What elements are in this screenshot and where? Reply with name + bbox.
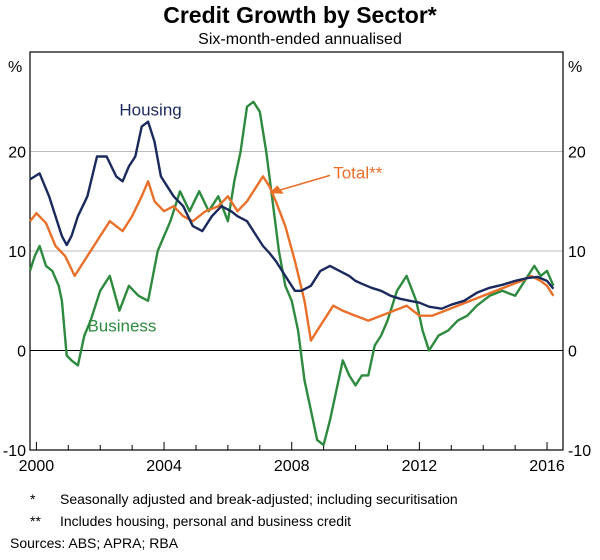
series-layer xyxy=(28,100,555,447)
y-unit-label-left: % xyxy=(8,59,22,76)
y-tick-label-left: 20 xyxy=(8,145,26,162)
footnote-mark: ** xyxy=(30,513,41,529)
total-series-line xyxy=(29,175,555,342)
x-tick-label: 2004 xyxy=(146,458,182,475)
label-layer: Housing Total** Business xyxy=(87,101,382,336)
business-label: Business xyxy=(87,317,156,336)
y-tick-label-left: 0 xyxy=(17,344,26,361)
footnote-text: Seasonally adjusted and break-adjusted; … xyxy=(60,491,458,507)
footnote-2: ** Includes housing, personal and busine… xyxy=(30,510,458,532)
plot-frame xyxy=(29,51,564,451)
housing-label: Housing xyxy=(119,101,181,120)
y-unit-label-right: % xyxy=(568,59,582,76)
x-tick-label: 2016 xyxy=(529,458,565,475)
grid-layer xyxy=(30,151,563,351)
chart-title: Credit Growth by Sector* xyxy=(163,2,437,28)
x-tick-label: 2008 xyxy=(274,458,310,475)
footnote-text: Includes housing, personal and business … xyxy=(60,513,352,529)
y-tick-label-right: 20 xyxy=(568,145,586,162)
business-series-line xyxy=(28,100,555,447)
y-tick-label-right: 0 xyxy=(568,344,577,361)
footnote-mark: * xyxy=(30,491,36,507)
y-tick-label-right: -10 xyxy=(568,443,591,460)
footnote-1: * Seasonally adjusted and break-adjusted… xyxy=(30,488,458,510)
y-tick-label-left: 10 xyxy=(8,244,26,261)
housing-series-line xyxy=(29,120,555,310)
chart-subtitle: Six-month-ended annualised xyxy=(198,31,402,48)
total-arrowhead xyxy=(269,185,284,194)
total-label: Total** xyxy=(333,163,383,182)
sources-note: Sources: ABS; APRA; RBA xyxy=(10,535,179,551)
x-tick-label: 2000 xyxy=(19,458,55,475)
total-label-arrow xyxy=(272,174,331,194)
y-tick-label-right: 10 xyxy=(568,244,586,261)
axis-layer: -10 -10 0 0 10 10 20 20% % 2000 2004 2008 2012 2016 xyxy=(3,51,591,475)
x-tick-label: 2012 xyxy=(402,458,438,475)
y-tick-label-left: -10 xyxy=(3,443,26,460)
footnotes: * Seasonally adjusted and break-adjusted… xyxy=(30,488,458,532)
